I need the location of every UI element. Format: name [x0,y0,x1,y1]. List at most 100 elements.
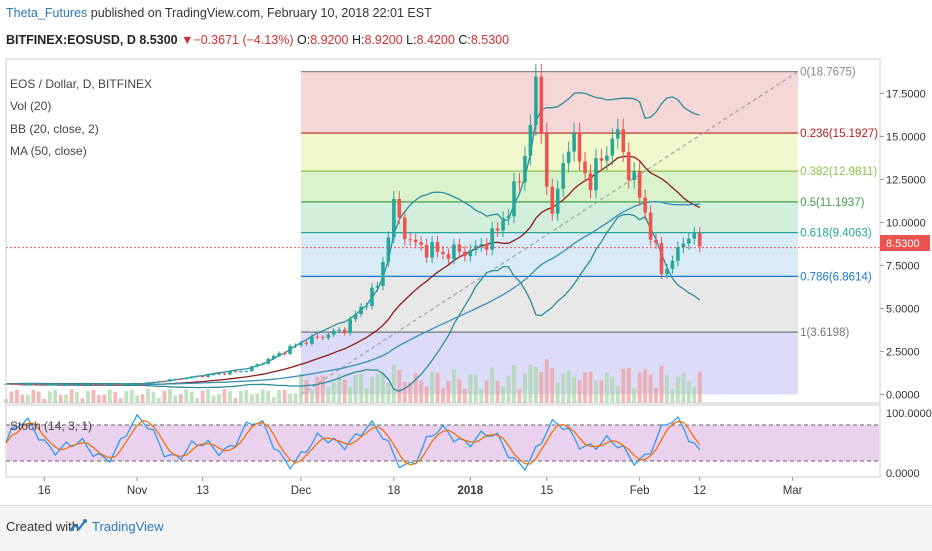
candle-body [80,384,85,386]
volume-bar [282,389,287,403]
volume-bar [20,394,25,403]
volume-bar [326,387,331,403]
volume-bar [419,380,424,403]
candle-body [697,233,702,247]
time-tick-label: Nov [127,485,148,497]
volume-bar [544,359,549,403]
author-link[interactable]: Theta_Futures [6,6,88,20]
candle-body [326,334,331,338]
volume-bar [654,387,658,403]
time-tick-label: 16 [38,485,51,497]
volume-bar [124,391,129,403]
candle-body [315,336,320,338]
candle-body [179,379,183,381]
low-label: L: [406,33,417,47]
volume-bar [64,394,68,403]
legend-title: EOS / Dollar, D, BITFINEX [10,77,152,91]
candle-body [129,383,134,385]
candle-body [402,217,407,240]
fib-zone-0.382 [300,171,799,202]
candle-body [211,374,216,376]
stochastic-pane[interactable]: 100.0000 0.0000 [5,404,932,480]
candle-body [86,384,90,386]
price-tick-label: 5.0000 [886,303,920,315]
candle-body [572,133,576,152]
high-value: 8.9200 [364,33,403,47]
created-with-text: Created with [6,519,79,534]
high-label: H: [351,33,365,47]
chart-area[interactable]: 0(18.7675) 0.236(15.1927) 0.382(12.9811) 0.… [0,58,932,505]
volume-bar [217,393,221,403]
volume-bar [583,372,587,403]
candle-body [353,314,358,320]
candle-body [545,133,549,187]
volume-bar [200,390,205,403]
candle-body [413,239,418,243]
candle-body [512,181,516,217]
volume-bar [517,389,522,403]
candle-body [375,285,380,288]
volume-bar [501,386,505,403]
fib-zone-0.236 [300,133,799,172]
price-tick-label: 7.5000 [886,260,920,272]
volume-bar [331,381,336,403]
candle-body [9,383,14,385]
candle-body [47,384,52,386]
legend-stoch: Stoch (14, 3, 1) [10,419,92,433]
open-label: O: [297,33,311,47]
candle-body [392,198,396,238]
candle-body [452,244,456,259]
volume-bar [233,397,238,403]
volume-bar [610,377,615,403]
candle-body [244,371,249,373]
volume-bar [681,373,686,403]
volume-bar [381,373,385,403]
volume-bar [621,368,626,403]
candle-body [108,384,112,386]
candle-body [293,345,298,347]
candle-body [523,155,527,183]
close-label: C: [458,33,471,47]
fib-label-1: 1(3.6198) [800,327,849,339]
volume-bar [441,388,445,403]
volume-bar [648,374,653,403]
candle-body [310,336,314,344]
candle-body [69,384,74,386]
volume-bar [435,372,440,403]
volume-bar [69,389,74,403]
volume-bar [479,389,484,403]
candle-body [648,212,653,240]
tradingview-brand[interactable]: TradingView [92,519,164,534]
footer-bar: Created with TradingView [0,505,932,551]
tradingview-logo-icon[interactable] [68,517,88,537]
candle-body [118,384,123,386]
price-axis[interactable]: 17.5000 15.0000 12.5000 10.0000 7.5000 5.0000… [5,58,926,404]
candle-body [659,243,664,275]
candle-body [381,262,385,286]
volume-bar [211,395,216,403]
volume-bar [408,382,413,403]
candle-body [566,151,571,164]
volume-bar [424,386,429,403]
candle-body [577,133,582,162]
fib-zone-0 [300,71,799,134]
volume-bar [632,388,637,403]
volume-bar [304,380,309,403]
candle-body [364,306,369,308]
candle-body [610,138,615,156]
volume-bar [96,395,101,403]
candle-body [299,342,303,346]
fib-label-0.786: 0.786(6.8614) [800,271,872,283]
volume-bar [277,390,282,403]
time-axis[interactable]: 16 Nov 13 Dec 18 2018 15 Feb 12 Mar [38,477,803,497]
volume-bar [495,381,500,403]
low-value: 8.4200 [416,33,455,47]
fibonacci-retracement[interactable]: 0(18.7675) 0.236(15.1927) 0.382(12.9811) 0.… [300,67,878,395]
candle-body [370,287,374,307]
candle-body [140,383,145,385]
volume-bar [604,372,609,403]
time-tick-label: 15 [540,485,553,497]
candle-body [621,129,626,153]
volume-bar [512,365,516,403]
candle-body [342,329,347,334]
